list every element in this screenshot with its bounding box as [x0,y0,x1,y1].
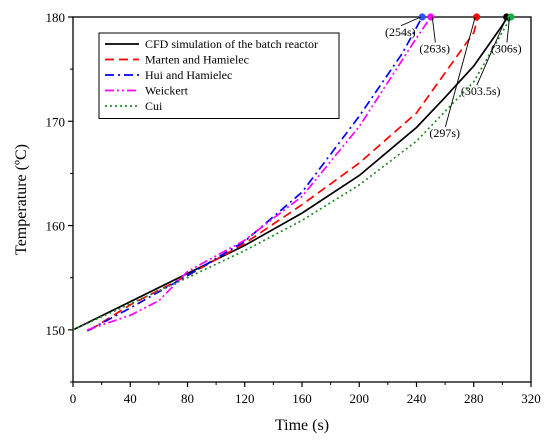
x-tick-label: 80 [181,391,194,406]
legend-label-2: Hui and Hamielec [145,68,232,82]
series-line-1 [89,16,479,331]
x-tick-label: 0 [70,391,77,406]
x-tick-label: 280 [464,391,484,406]
legend-label-0: CFD simulation of the batch reactor [145,37,318,51]
annotation-leader-3 [476,16,508,86]
x-axis-title: Time (s) [275,417,329,434]
annotation-leader-0 [400,16,421,27]
x-tick-label: 40 [124,391,137,406]
legend-label-4: Cui [145,99,163,113]
x-tick-label: 200 [350,391,370,406]
annotation-label-2: (306s) [491,41,522,55]
y-tick-label: 160 [46,219,66,234]
x-tick-label: 160 [292,391,312,406]
x-tick-label: 240 [407,391,427,406]
series-line-2 [86,16,423,332]
endpoint-marker-0 [418,13,426,21]
endpoint-marker-1 [427,13,435,21]
legend: CFD simulation of the batch reactor Marte… [98,32,340,119]
series-line-0 [72,16,509,331]
annotation-label-3: (303.5s) [461,84,501,98]
series-line-3 [87,16,432,331]
y-tick-label: 150 [46,323,66,338]
y-tick-label: 180 [46,10,66,25]
x-tick-label: 320 [521,391,541,406]
y-axis-title: Temperature (ºC) [13,144,30,255]
annotation-label-0: (254s) [385,25,416,39]
legend-label-1: Marten and Hamielec [145,53,249,67]
legend-label-3: Weickert [145,84,189,98]
annotation-leader-1 [431,16,436,43]
annotation-label-1: (263s) [419,41,450,55]
x-tick-label: 120 [235,391,255,406]
annotation-leader-2 [506,16,510,43]
y-tick-label: 170 [46,114,66,129]
endpoint-marker-4 [507,13,515,21]
annotation-leader-4 [444,16,476,128]
annotation-label-4: (297s) [429,126,460,140]
